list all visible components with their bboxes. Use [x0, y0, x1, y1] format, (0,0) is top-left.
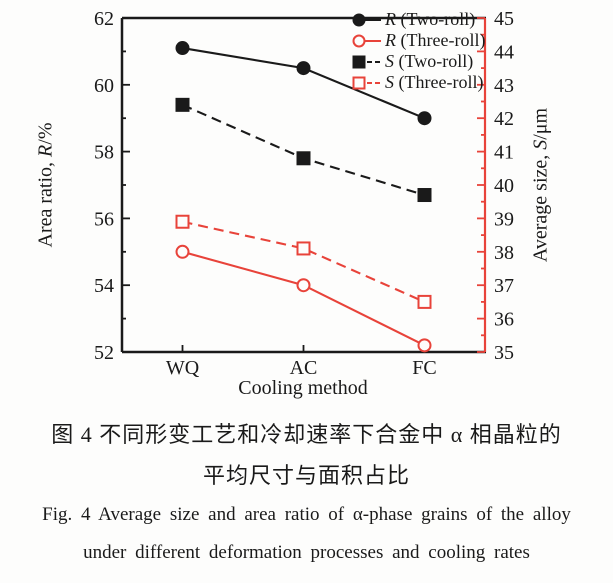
- left-axis-title: Area ratio, R/%: [35, 123, 58, 248]
- right-tick-label: 35: [494, 342, 514, 364]
- legend-item-s-two-roll: S (Two-roll): [351, 51, 485, 72]
- left-axis-variable: R: [34, 144, 57, 157]
- right-tick-label: 39: [494, 208, 514, 230]
- left-tick-label: 60: [94, 75, 114, 97]
- left-axis-ticks: [122, 17, 130, 353]
- caption-en-line2: under different deformation processes an…: [83, 542, 530, 563]
- marker-s-two-roll: [296, 151, 311, 166]
- right-axis-title-text: Average size,: [529, 149, 552, 263]
- left-tick-label: 54: [94, 275, 114, 297]
- x-tick-label: AC: [290, 357, 318, 379]
- square-filled-marker-icon: [352, 55, 381, 68]
- series-r-three-roll: [175, 244, 432, 353]
- legend-item-r-two-roll: R (Two-roll): [351, 9, 485, 30]
- right-axis-title: Average size, S/μm: [530, 108, 553, 262]
- legend-label: S (Three-roll): [385, 72, 484, 92]
- right-axis-unit: /μm: [529, 107, 552, 140]
- caption-en-line1: Fig. 4 Average size and area ratio of α-…: [42, 504, 571, 525]
- left-axis-unit: /%: [34, 122, 57, 145]
- series-r-two-roll: [175, 41, 432, 126]
- right-tick-label: 36: [494, 309, 514, 331]
- x-tick-label: FC: [412, 357, 436, 379]
- right-tick-label: 44: [494, 41, 514, 63]
- square-open-marker-icon: [352, 76, 381, 89]
- chart-plot: 52 54 56 58 60 62 35 36 37 38 39 40 41 42 43 44 45 WQ AC FC: [94, 8, 514, 379]
- right-tick-label: 43: [494, 75, 514, 97]
- marker-s-three-roll: [417, 294, 432, 309]
- marker-r-two-roll: [296, 61, 311, 76]
- marker-s-three-roll: [175, 214, 190, 229]
- caption-zh-line1: 图 4 不同形变工艺和冷却速率下合金中 α 相晶粒的: [51, 422, 562, 447]
- legend-item-r-three-roll: R (Three-roll): [351, 30, 485, 51]
- legend-label: R (Two-roll): [385, 9, 476, 29]
- left-tick-label: 58: [94, 142, 114, 164]
- marker-s-three-roll: [296, 241, 311, 256]
- marker-s-two-roll: [175, 97, 190, 112]
- circle-filled-marker-icon: [352, 13, 381, 26]
- caption-zh-line2: 平均尺寸与面积占比: [202, 463, 410, 488]
- figure-caption: 图 4 不同形变工艺和冷却速率下合金中 α 相晶粒的 平均尺寸与面积占比 Fig…: [0, 414, 613, 572]
- marker-r-two-roll: [417, 111, 432, 126]
- left-tick-label: 56: [94, 208, 114, 230]
- marker-s-two-roll: [417, 188, 432, 203]
- marker-r-three-roll: [175, 244, 190, 259]
- marker-r-three-roll: [417, 338, 432, 353]
- legend-label: S (Two-roll): [385, 51, 474, 71]
- right-axis-ticks: [477, 17, 485, 353]
- right-tick-label: 42: [494, 108, 514, 130]
- right-tick-label: 40: [494, 175, 514, 197]
- x-tick-label: WQ: [166, 357, 200, 379]
- right-tick-label: 45: [494, 8, 514, 30]
- left-axis-title-text: Area ratio,: [34, 156, 57, 248]
- circle-open-marker-icon: [352, 34, 381, 47]
- right-tick-label: 38: [494, 242, 514, 264]
- series-s-two-roll: [175, 97, 432, 203]
- right-tick-label: 37: [494, 275, 514, 297]
- chart-legend: R (Two-roll) R (Three-roll) S (Two-roll) S …: [351, 9, 485, 93]
- x-axis-title: Cooling method: [238, 377, 368, 399]
- chart-container: 52 54 56 58 60 62 35 36 37 38 39 40 41 42 43 44 45 WQ AC FC…: [35, 8, 553, 399]
- series-s-three-roll: [175, 214, 432, 309]
- right-axis-variable: S: [529, 139, 552, 150]
- right-tick-label: 41: [494, 142, 514, 164]
- legend-label: R (Three-roll): [385, 30, 486, 50]
- left-tick-label: 62: [94, 8, 114, 30]
- left-tick-label: 52: [94, 342, 114, 364]
- legend-item-s-three-roll: S (Three-roll): [351, 72, 485, 93]
- marker-r-two-roll: [175, 41, 190, 56]
- marker-r-three-roll: [296, 278, 311, 293]
